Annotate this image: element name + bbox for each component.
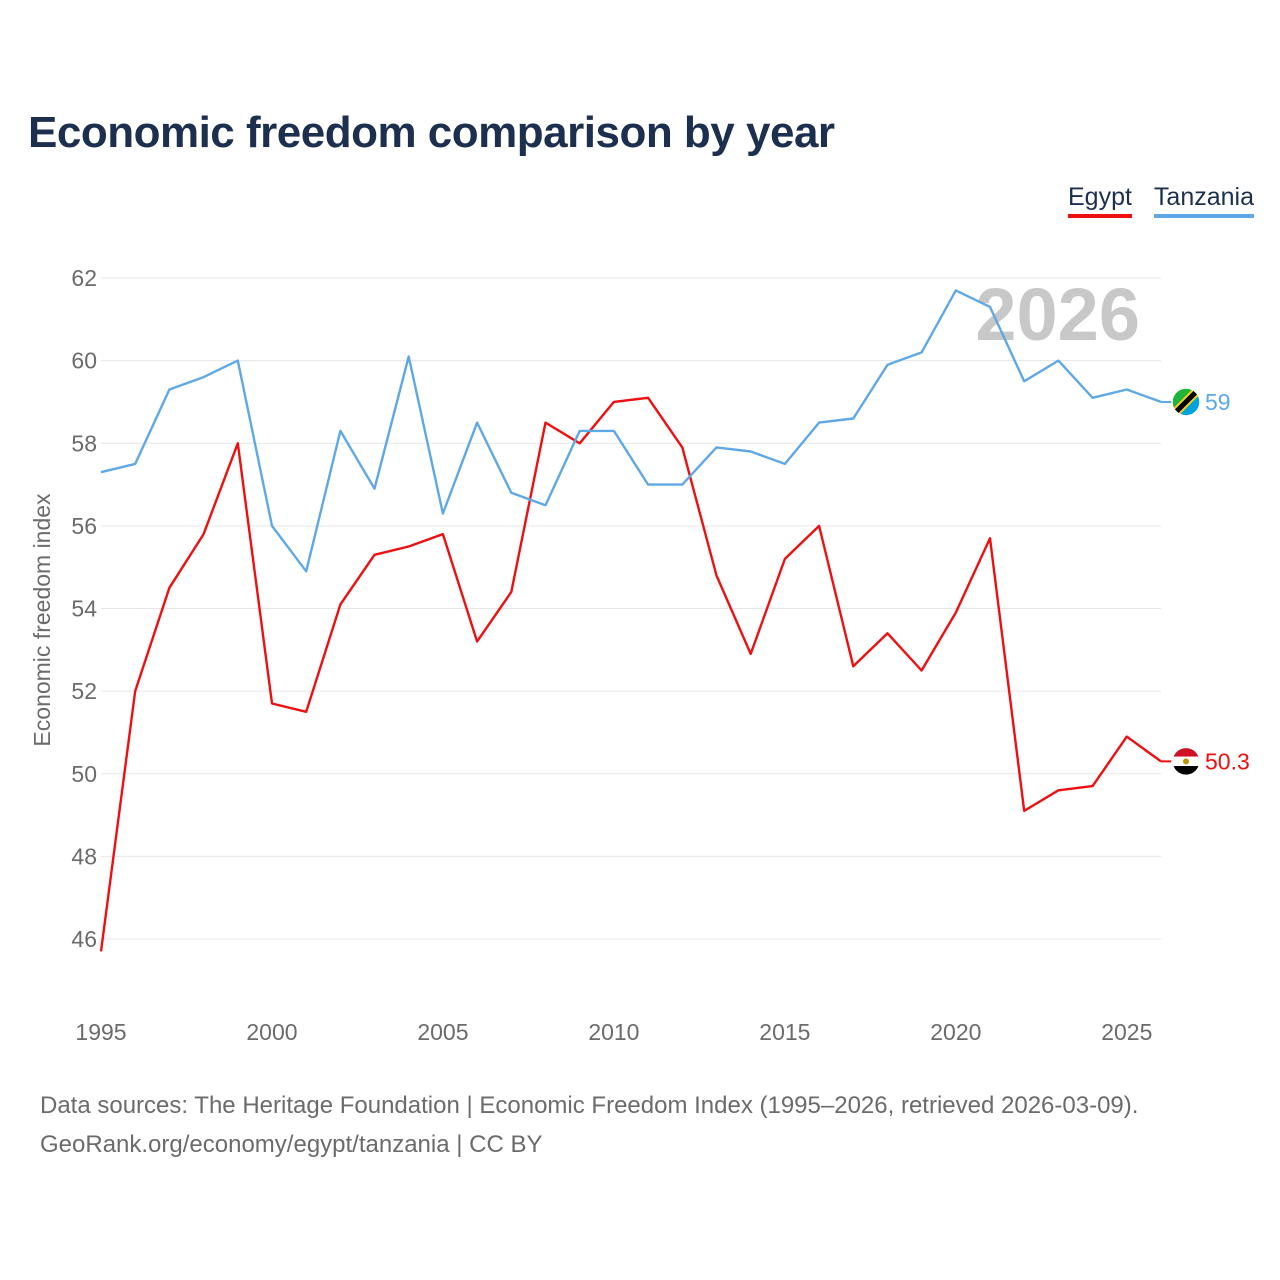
- y-axis-label: Economic freedom index: [29, 493, 55, 747]
- y-tick-label: 60: [71, 348, 97, 374]
- grid-lines: [101, 277, 1161, 940]
- chart-title: Economic freedom comparison by year: [28, 108, 835, 157]
- legend-item-tanzania[interactable]: Tanzania: [1153, 182, 1254, 218]
- y-tick-label: 48: [71, 843, 97, 869]
- footer: Data sources: The Heritage Foundation | …: [40, 1086, 1138, 1164]
- y-tick-label: 50: [71, 761, 97, 787]
- footer-sources: Data sources: The Heritage Foundation | …: [40, 1092, 1139, 1119]
- y-tick-label: 54: [71, 596, 97, 622]
- series-line-tanzania[interactable]: [100, 289, 1162, 573]
- end-value-label-egypt: 50.3: [1205, 748, 1250, 774]
- watermark-year: 2026: [975, 273, 1140, 356]
- x-tick-label: 2005: [417, 1019, 468, 1045]
- x-tick-label: 2010: [588, 1019, 639, 1045]
- footer-credit: GeoRank.org/economy/egypt/tanzania | CC …: [40, 1131, 543, 1158]
- x-tick-label: 2015: [759, 1019, 810, 1045]
- series-line-egypt[interactable]: [99, 396, 1162, 952]
- legend: Egypt Tanzania: [1067, 182, 1254, 218]
- x-tick-label: 2020: [930, 1019, 981, 1045]
- line-chart: 2026 46 48 50 52 54 56 58 60 62 1995 2000 2005 2010…: [29, 265, 1250, 1045]
- egypt-flag-icon: [1171, 746, 1201, 777]
- end-value-label-tanzania: 59: [1205, 389, 1231, 415]
- legend-item-egypt[interactable]: Egypt: [1067, 182, 1132, 218]
- y-tick-label: 58: [71, 430, 97, 456]
- x-tick-label: 2000: [246, 1019, 297, 1045]
- tanzania-flag-icon: [1171, 387, 1201, 417]
- x-tick-label: 1995: [75, 1019, 126, 1045]
- y-tick-label: 56: [71, 513, 97, 539]
- y-tick-label: 52: [71, 678, 97, 704]
- y-tick-label: 46: [71, 926, 97, 952]
- y-axis-ticks: 46 48 50 52 54 56 58 60 62: [71, 265, 97, 952]
- x-tick-label: 2025: [1101, 1019, 1152, 1045]
- x-axis-ticks: 1995 2000 2005 2010 2015 2020 2025: [75, 1019, 1152, 1045]
- y-tick-label: 62: [71, 265, 97, 291]
